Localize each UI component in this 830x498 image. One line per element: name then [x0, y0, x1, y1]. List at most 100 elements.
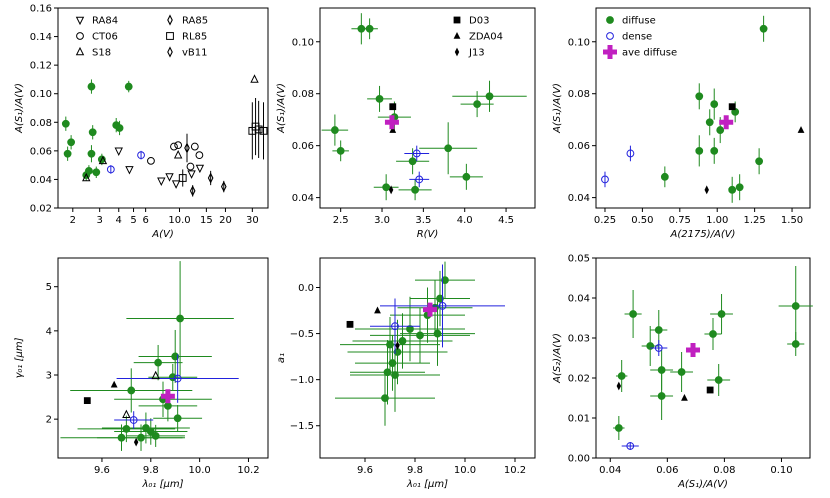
- data-point: [178, 174, 187, 182]
- legend-marker: [167, 14, 173, 26]
- x-tick-label: 20: [219, 215, 232, 226]
- data-point: [791, 302, 800, 310]
- legend-label: RL85: [182, 32, 207, 43]
- x-tick-label: 0.50: [631, 215, 653, 226]
- data-point: [411, 185, 419, 194]
- y-tick-label: −1.0: [290, 375, 314, 386]
- x-tick-label: 15: [200, 215, 213, 226]
- data-point: [87, 149, 96, 158]
- data-point: [626, 442, 635, 450]
- legend-marker: [453, 16, 461, 24]
- x-tick-label: 10.2: [237, 465, 259, 476]
- data-point: [657, 392, 666, 400]
- data-point: [441, 276, 449, 285]
- data-point: [85, 166, 93, 175]
- x-axis-label: R(V): [417, 229, 439, 240]
- data-point: [433, 329, 442, 338]
- data-point: [412, 149, 421, 158]
- data-point: [61, 119, 70, 128]
- legend-label: RA84: [92, 16, 118, 27]
- x-tick-label: 1.25: [743, 215, 765, 226]
- y-axis-label: A(S₂)/A(V): [552, 333, 563, 384]
- data-point: [681, 394, 688, 401]
- data-point: [165, 173, 174, 182]
- data-point: [705, 118, 714, 127]
- data-point: [133, 437, 139, 447]
- data-point: [82, 172, 91, 182]
- y-tick-label: 3: [46, 370, 52, 381]
- data-point: [146, 427, 155, 436]
- data-point: [686, 343, 701, 357]
- y-tick-label: 0.0: [298, 283, 314, 294]
- y-tick-label: 0.14: [30, 32, 52, 43]
- data-point: [160, 389, 175, 404]
- data-point: [176, 314, 184, 323]
- data-point: [654, 326, 663, 334]
- y-tick-label: 0.03: [568, 334, 590, 345]
- data-point: [383, 368, 392, 377]
- data-point: [129, 416, 138, 424]
- data-point: [137, 151, 145, 160]
- data-point: [415, 175, 424, 184]
- data-point: [374, 306, 381, 314]
- data-point: [759, 24, 768, 33]
- data-point: [657, 366, 666, 374]
- data-point: [389, 103, 397, 111]
- y-tick-label: 0.02: [568, 374, 590, 385]
- panel-p2: 2.5 3.0 3.5 4.0 4.5 0.04 0.06 0.08 0.10 R(V) A(S₁)…: [276, 7, 536, 240]
- data-point: [168, 373, 177, 382]
- data-point: [695, 92, 704, 101]
- data-point: [190, 142, 199, 151]
- data-point: [797, 126, 805, 133]
- y-tick-label: 0.08: [30, 118, 52, 129]
- x-tick-label: 3: [96, 215, 102, 226]
- data-point: [346, 320, 354, 328]
- data-point: [444, 144, 453, 153]
- data-point: [654, 344, 663, 352]
- data-point: [398, 337, 407, 345]
- legend-marker: [75, 16, 85, 26]
- data-point: [186, 162, 195, 171]
- data-point: [189, 185, 196, 197]
- x-tick-label: 0.25: [594, 215, 616, 226]
- data-point: [187, 170, 196, 179]
- legend-marker: [76, 32, 84, 40]
- data-point: [382, 183, 391, 192]
- panel-p3: 0.25 0.50 0.75 1.00 1.25 1.50 0.04 0.06 0.08 0.10…: [552, 7, 811, 240]
- data-point: [423, 302, 437, 317]
- x-tick-label: 3.5: [415, 215, 431, 226]
- x-tick-label: 2: [70, 215, 76, 226]
- panel-p1: 2 3 4 5 6 10.0 15 20 30 0.02 0.04 0.06 0.08 0.10 0.12 0…: [14, 4, 269, 240]
- legend-label: diffuse: [622, 16, 656, 27]
- y-tick-label: 0.06: [568, 141, 590, 152]
- y-axis-label: a₁: [276, 353, 287, 363]
- data-point: [626, 149, 635, 158]
- y-tick-label: −1.5: [290, 421, 314, 432]
- legend-marker: [603, 45, 617, 59]
- data-point: [195, 151, 204, 160]
- x-tick-label: 4.0: [457, 215, 473, 226]
- x-tick-label: 0.04: [599, 465, 621, 476]
- legend-marker: [454, 47, 460, 57]
- data-point: [388, 185, 394, 195]
- data-point: [170, 142, 178, 151]
- data-point: [728, 185, 737, 194]
- data-point: [336, 146, 345, 155]
- data-point: [717, 310, 726, 318]
- x-tick-label: 6: [142, 215, 148, 226]
- y-tick-label: 0.06: [30, 146, 52, 157]
- data-point: [174, 141, 183, 150]
- x-tick-label: 9.6: [357, 465, 373, 476]
- x-axis-label: A(V): [151, 229, 173, 240]
- data-point: [151, 370, 160, 380]
- data-point: [617, 372, 626, 380]
- data-point: [114, 147, 123, 156]
- plot-frame: [57, 257, 269, 459]
- data-point: [710, 146, 719, 155]
- y-tick-label: 0.04: [30, 175, 52, 186]
- legend-marker: [167, 46, 173, 58]
- data-point: [416, 331, 424, 340]
- y-tick-label: 0.08: [292, 89, 314, 100]
- x-axis-label: A(2175)/A(V): [670, 229, 736, 240]
